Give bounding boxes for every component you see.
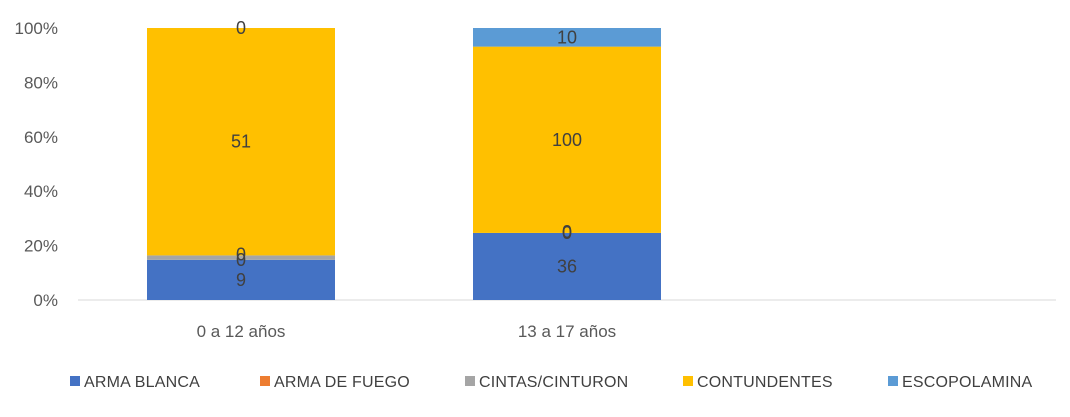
data-label: 0	[562, 223, 572, 243]
y-tick-label: 80%	[24, 73, 58, 92]
legend-label: CINTAS/CINTURON	[479, 374, 628, 391]
data-label: 0	[562, 222, 572, 242]
legend-swatch	[683, 376, 693, 386]
legend-item-cintas-cinturon: CINTAS/CINTURON	[465, 374, 628, 391]
legend-swatch	[888, 376, 898, 386]
y-tick-label: 100%	[15, 19, 58, 38]
y-tick-label: 20%	[24, 237, 58, 256]
y-tick-label: 0%	[33, 291, 58, 310]
data-label: 0	[236, 250, 246, 270]
plot-area	[147, 28, 661, 300]
data-label: 0	[236, 244, 246, 264]
legend-swatch	[70, 376, 80, 386]
legend-item-escopolamina: ESCOPOLAMINA	[888, 374, 1033, 391]
legend-label: ARMA DE FUEGO	[274, 374, 410, 391]
legend-swatch	[260, 376, 270, 386]
legend-label: ESCOPOLAMINA	[902, 374, 1033, 391]
bar-segment-contundentes	[147, 28, 335, 256]
bar-segment-cintas-cinturon	[147, 255, 335, 260]
legend-item-arma-de-fuego: ARMA DE FUEGO	[260, 374, 410, 391]
data-label: 0	[236, 18, 246, 38]
legend-item-arma-blanca: ARMA BLANCA	[70, 374, 200, 391]
data-label: 9	[236, 270, 246, 290]
data-label: 10	[557, 27, 577, 47]
data-label: 100	[552, 130, 582, 150]
legend: ARMA BLANCA ARMA DE FUEGO CINTAS/CINTURON C…	[70, 374, 1033, 391]
x-axis: 0 a 12 años 13 a 17 años	[197, 322, 617, 341]
y-tick-label: 40%	[24, 182, 58, 201]
legend-item-contundentes: CONTUNDENTES	[683, 374, 833, 391]
bar-segment-arma-blanca	[473, 232, 661, 300]
x-category-label: 13 a 17 años	[518, 322, 616, 341]
bar-segment-escopolamina	[473, 28, 661, 47]
x-category-label: 0 a 12 años	[197, 322, 286, 341]
data-label: 51	[231, 132, 251, 152]
bar-segment-arma-blanca	[147, 259, 335, 300]
bar-segment-contundentes	[473, 46, 661, 233]
y-tick-label: 60%	[24, 128, 58, 147]
legend-label: ARMA BLANCA	[84, 374, 200, 391]
data-label: 36	[557, 256, 577, 276]
legend-label: CONTUNDENTES	[697, 374, 833, 391]
legend-swatch	[465, 376, 475, 386]
y-axis: 0% 20% 40% 60% 80% 100%	[15, 19, 58, 310]
